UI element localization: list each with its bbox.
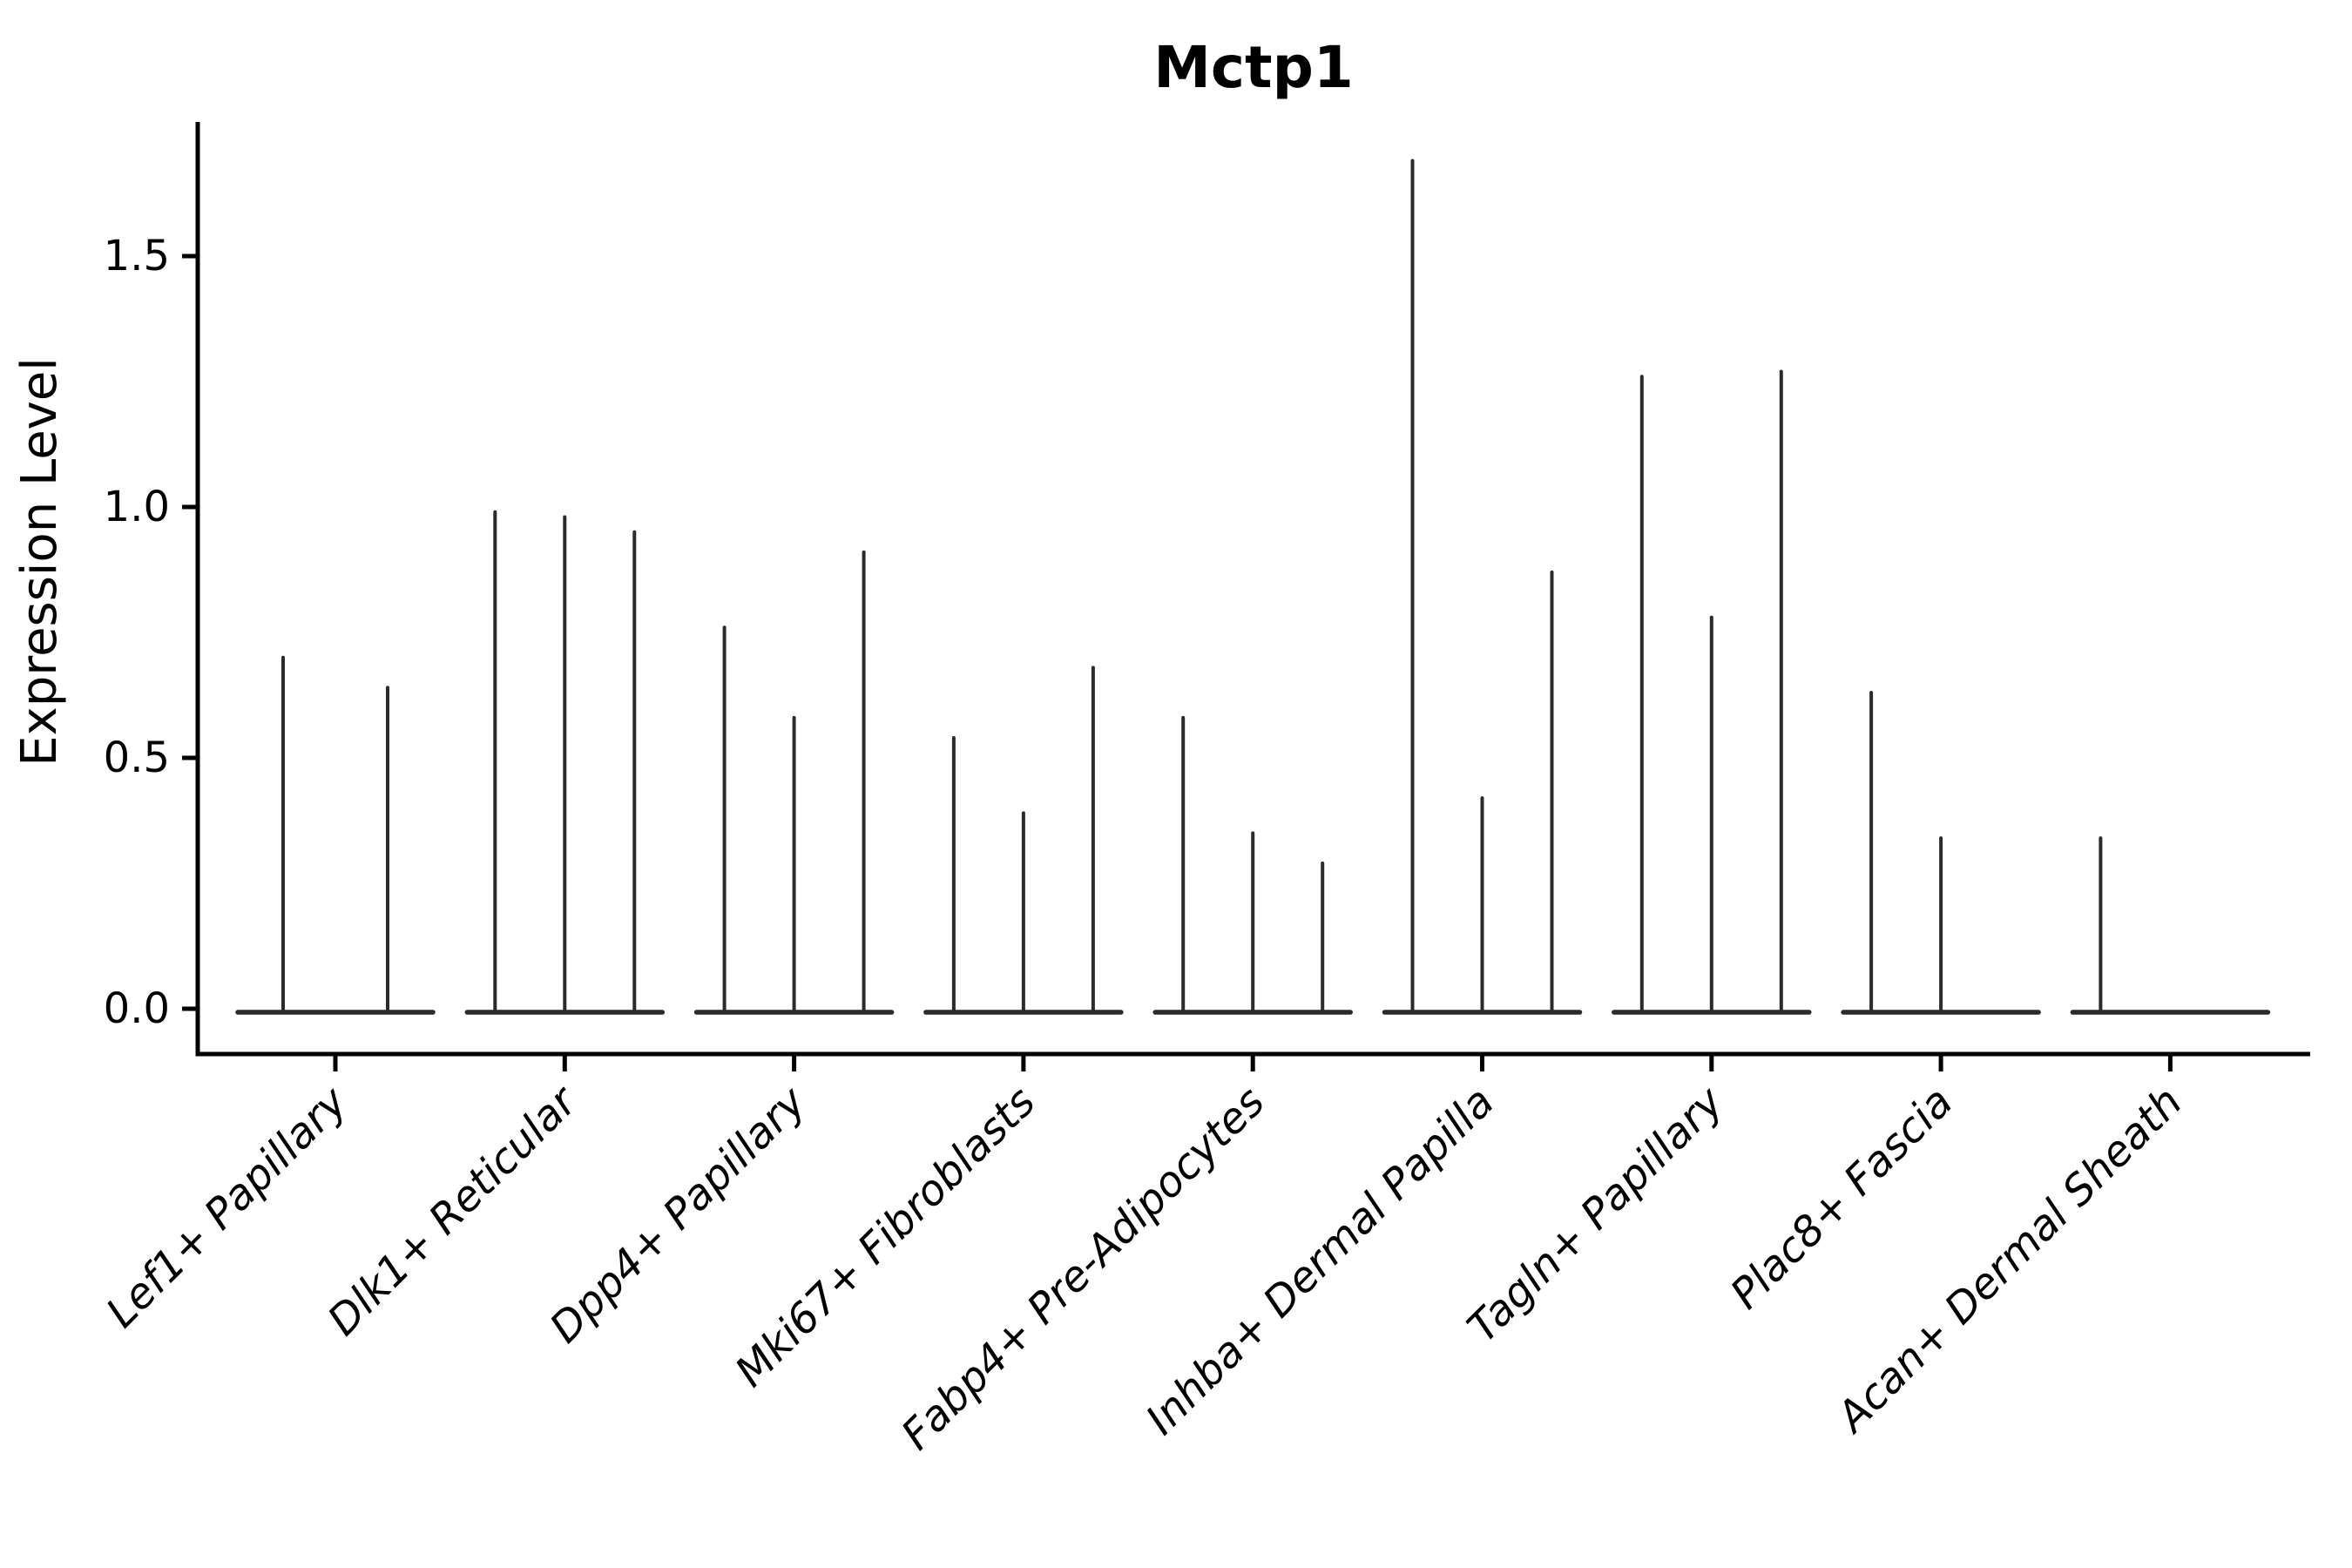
y-axis-label: Expression Level bbox=[11, 357, 68, 767]
y-tick-label: 1.5 bbox=[104, 232, 170, 280]
y-tick-label: 1.0 bbox=[104, 483, 170, 531]
x-tick-label: Lef1+ Papillary bbox=[97, 1077, 357, 1337]
x-tick-label: Dpp4+ Papillary bbox=[540, 1077, 815, 1352]
y-tick-label: 0.5 bbox=[104, 733, 170, 782]
x-tick-label: Fabp4+ Pre-Adipocytes bbox=[892, 1078, 1274, 1460]
x-tick-label: Dlk1+ Reticular bbox=[319, 1076, 589, 1346]
y-tick-label: 0.0 bbox=[104, 984, 170, 1033]
x-tick-label: Plac8+ Fascia bbox=[1721, 1078, 1963, 1319]
chart-title: Mctp1 bbox=[1153, 34, 1354, 101]
x-tick-label: Tagln+ Papillary bbox=[1458, 1077, 1734, 1352]
